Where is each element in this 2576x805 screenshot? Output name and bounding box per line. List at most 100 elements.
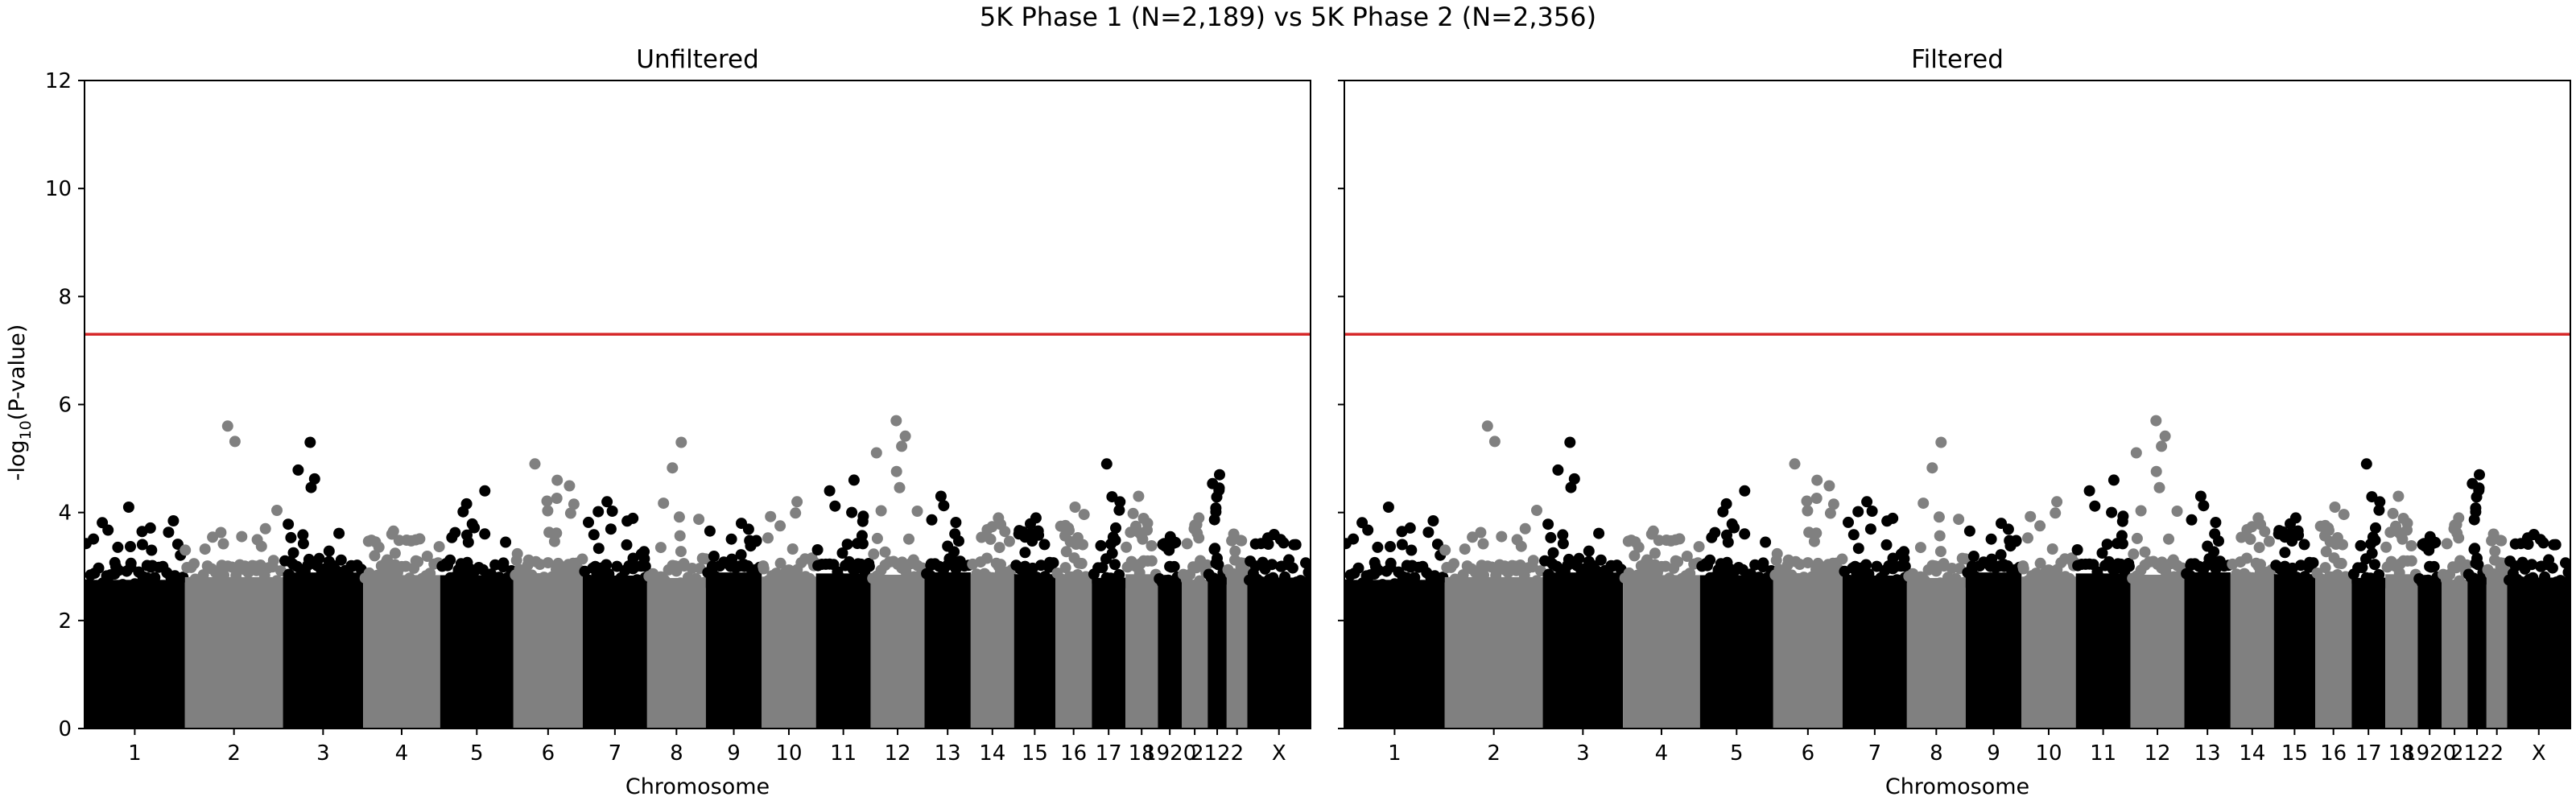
snp-point xyxy=(343,570,355,582)
snp-point xyxy=(1003,535,1015,547)
snp-point xyxy=(1543,568,1554,580)
snp-point xyxy=(568,498,580,510)
y-tick-label: 4 xyxy=(58,502,72,526)
snp-point xyxy=(1782,554,1794,566)
snp-point xyxy=(871,532,883,544)
dense-points-band xyxy=(440,575,514,729)
snp-point xyxy=(2198,500,2210,512)
snp-point xyxy=(479,528,491,540)
snp-point xyxy=(2560,557,2570,569)
snp-point xyxy=(267,555,279,567)
chromosome-11-points xyxy=(811,474,875,729)
snp-point xyxy=(2153,481,2165,493)
x-tick-label-chr-X: X xyxy=(2532,741,2546,766)
x-tick-label-chr-1: 1 xyxy=(128,741,142,766)
chromosome-5-points xyxy=(436,485,518,729)
snp-point xyxy=(706,560,718,572)
snp-point xyxy=(2273,528,2285,540)
chromosome-2-points xyxy=(1439,420,1546,729)
snp-point xyxy=(2055,557,2067,569)
snp-point xyxy=(1802,557,1814,569)
x-tick-label-chr-18: 18 xyxy=(2388,741,2415,766)
snp-point xyxy=(1728,522,1740,534)
dense-points-band xyxy=(2442,580,2468,729)
dense-points-band xyxy=(1182,580,1208,729)
peak-snp-point xyxy=(2329,502,2341,513)
snp-point xyxy=(576,553,588,565)
snp-point xyxy=(1181,538,1193,550)
snp-point xyxy=(1721,529,1732,541)
snp-point xyxy=(2071,544,2083,555)
snp-point xyxy=(621,515,634,527)
snp-point xyxy=(2213,535,2224,547)
snp-point xyxy=(1208,514,1220,526)
dense-points-band xyxy=(1247,577,1311,729)
snp-point xyxy=(1271,577,1283,589)
snp-point xyxy=(1110,522,1121,534)
snp-point xyxy=(2441,538,2453,550)
chromosome-12-points xyxy=(2127,415,2188,729)
chromosome-15-points xyxy=(2270,512,2319,729)
x-tick-label-chr-5: 5 xyxy=(1730,741,1744,766)
dense-points-band xyxy=(2230,574,2274,729)
snp-point xyxy=(669,560,681,572)
snp-point xyxy=(444,554,456,566)
snp-point xyxy=(2030,568,2042,580)
chromosome-8-points xyxy=(643,436,712,729)
peak-snp-point xyxy=(1935,436,1947,448)
snp-point xyxy=(1344,538,1352,550)
chromosome-17-points xyxy=(2347,458,2389,729)
dense-points-band xyxy=(2486,572,2508,729)
snp-point xyxy=(424,568,436,580)
snp-point xyxy=(1802,505,1814,517)
chromosome-10-points xyxy=(758,496,821,729)
snp-point xyxy=(903,533,914,545)
snp-point xyxy=(2034,557,2046,569)
snp-point xyxy=(735,549,747,561)
snp-point xyxy=(1396,539,1408,551)
snp-point xyxy=(180,544,192,556)
x-tick-label-chr-6: 6 xyxy=(542,741,555,766)
snp-point xyxy=(216,559,228,572)
snp-point xyxy=(297,538,309,550)
snp-point xyxy=(774,520,786,532)
dense-points-band xyxy=(1965,572,2022,729)
snp-point xyxy=(1843,516,1854,528)
dense-points-band xyxy=(1699,575,1773,729)
snp-point xyxy=(583,574,595,586)
snp-point xyxy=(284,555,296,568)
x-tick-label-chr-15: 15 xyxy=(1022,741,1048,766)
snp-point xyxy=(1039,571,1051,583)
snp-point xyxy=(1478,569,1489,581)
snp-point xyxy=(1810,493,1823,504)
snp-point xyxy=(2185,570,2197,582)
snp-point xyxy=(2095,572,2107,584)
x-tick-label-chr-12: 12 xyxy=(2145,741,2171,766)
snp-point xyxy=(1918,497,1930,510)
peak-snp-point xyxy=(890,415,902,427)
snp-point xyxy=(1113,504,1125,516)
y-axis-label: -log10(P-value) xyxy=(5,324,35,481)
dense-points-band xyxy=(1055,575,1092,729)
dense-points-band xyxy=(2385,574,2418,729)
snp-point xyxy=(141,559,153,572)
snp-point xyxy=(1803,526,1815,539)
dense-points-band xyxy=(85,580,185,729)
snp-point xyxy=(146,544,158,556)
snp-point xyxy=(2504,555,2516,568)
dense-points-band xyxy=(1013,574,1056,729)
peak-snp-point xyxy=(2487,528,2500,540)
x-tick-label-chr-7: 7 xyxy=(609,741,622,766)
snp-point xyxy=(1146,540,1158,551)
chromosome-12-points xyxy=(867,415,928,729)
snp-point xyxy=(2454,575,2466,587)
snp-point xyxy=(2394,558,2406,570)
snp-point xyxy=(770,568,782,580)
peak-snp-point xyxy=(2423,544,2435,556)
snp-point xyxy=(2255,559,2266,571)
snp-point xyxy=(1926,462,1938,474)
snp-point xyxy=(1843,574,1855,586)
snp-point xyxy=(2130,447,2142,459)
panel-title: Filtered xyxy=(1911,45,2004,74)
snp-point xyxy=(1235,557,1247,569)
